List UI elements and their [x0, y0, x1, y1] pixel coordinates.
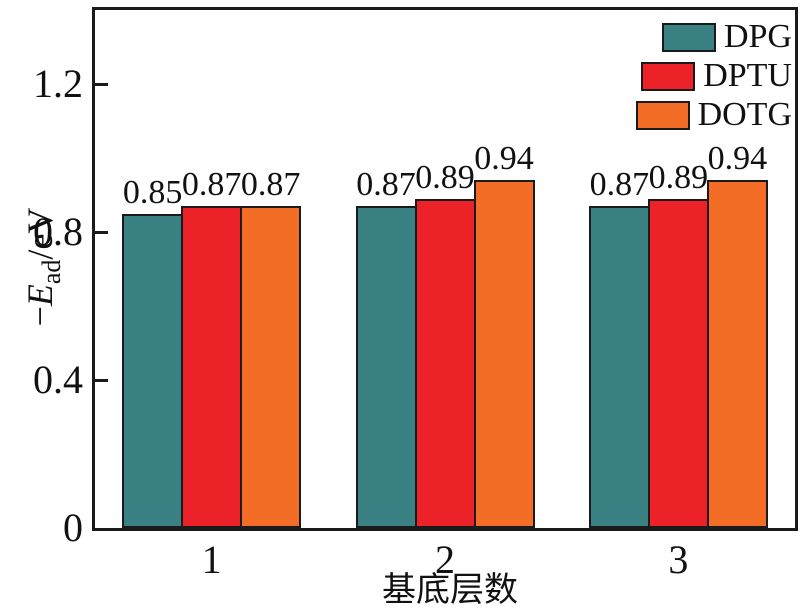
bar-DOTG-2: [473, 180, 535, 528]
bar-value-label-DPTU-3: 0.89: [648, 158, 709, 196]
y-axis-title-subscript: ad: [37, 259, 67, 285]
bar-DOTG-1: [240, 206, 302, 528]
legend-label-DPG: DPG: [723, 18, 792, 55]
bar-value-label-DOTG-3: 0.94: [707, 140, 768, 178]
x-axis-title: 基底层数: [382, 572, 518, 609]
bar-value-label-DPTU-1: 0.87: [181, 166, 242, 204]
bar-value-label-DOTG-1: 0.87: [240, 166, 301, 204]
y-tick-label-1.2: 1.2: [33, 61, 83, 106]
legend-swatch-DOTG: [635, 100, 690, 130]
bar-DPTU-1: [181, 206, 243, 528]
y-tick-label-0.4: 0.4: [33, 357, 83, 402]
y-tick-mark-0.8: [95, 230, 108, 234]
y-tick-mark-1.2: [95, 82, 108, 86]
y-axis-title-prefix: −: [20, 306, 60, 327]
plot-area: 0.85 0.87 0.87 0.87 0.89 0.94 0.87 0.89 0.94 DPG…: [92, 7, 798, 531]
bar-DPTU-3: [647, 198, 709, 528]
legend-swatch-DPG: [661, 22, 716, 52]
bar-DPG-3: [588, 206, 650, 528]
legend-row-DPG: DPG: [636, 18, 792, 56]
plot-inner: 0.85 0.87 0.87 0.87 0.89 0.94 0.87 0.89 0.94: [95, 10, 795, 528]
y-tick-label-0.8: 0.8: [33, 209, 83, 254]
bar-DPTU-2: [414, 198, 476, 528]
bar-value-label-DPG-3: 0.87: [589, 166, 650, 204]
bar-DPG-1: [122, 213, 184, 528]
legend-row-DOTG: DOTG: [635, 96, 792, 134]
legend-label-DPTU: DPTU: [703, 57, 792, 94]
x-tick-label-3: 3: [668, 537, 689, 582]
x-tick-label-2: 2: [435, 537, 455, 582]
y-axis-title-symbol: E: [20, 284, 60, 307]
bar-value-label-DPG-1: 0.85: [122, 173, 183, 211]
x-tick-label-1: 1: [201, 537, 222, 582]
legend: DPG DPTU DOTG: [635, 18, 792, 135]
legend-row-DPTU: DPTU: [636, 57, 792, 95]
bar-value-label-DPG-2: 0.87: [356, 166, 416, 204]
legend-label-DOTG: DOTG: [697, 96, 792, 133]
bar-value-label-DOTG-2: 0.94: [474, 140, 534, 178]
bar-DPG-2: [355, 206, 417, 528]
y-tick-label-0: 0: [63, 505, 83, 550]
bar-value-label-DPTU-2: 0.89: [415, 158, 475, 196]
bar-DOTG-3: [706, 180, 768, 528]
y-tick-mark-0.4: [95, 378, 108, 382]
legend-swatch-DPTU: [641, 61, 696, 91]
